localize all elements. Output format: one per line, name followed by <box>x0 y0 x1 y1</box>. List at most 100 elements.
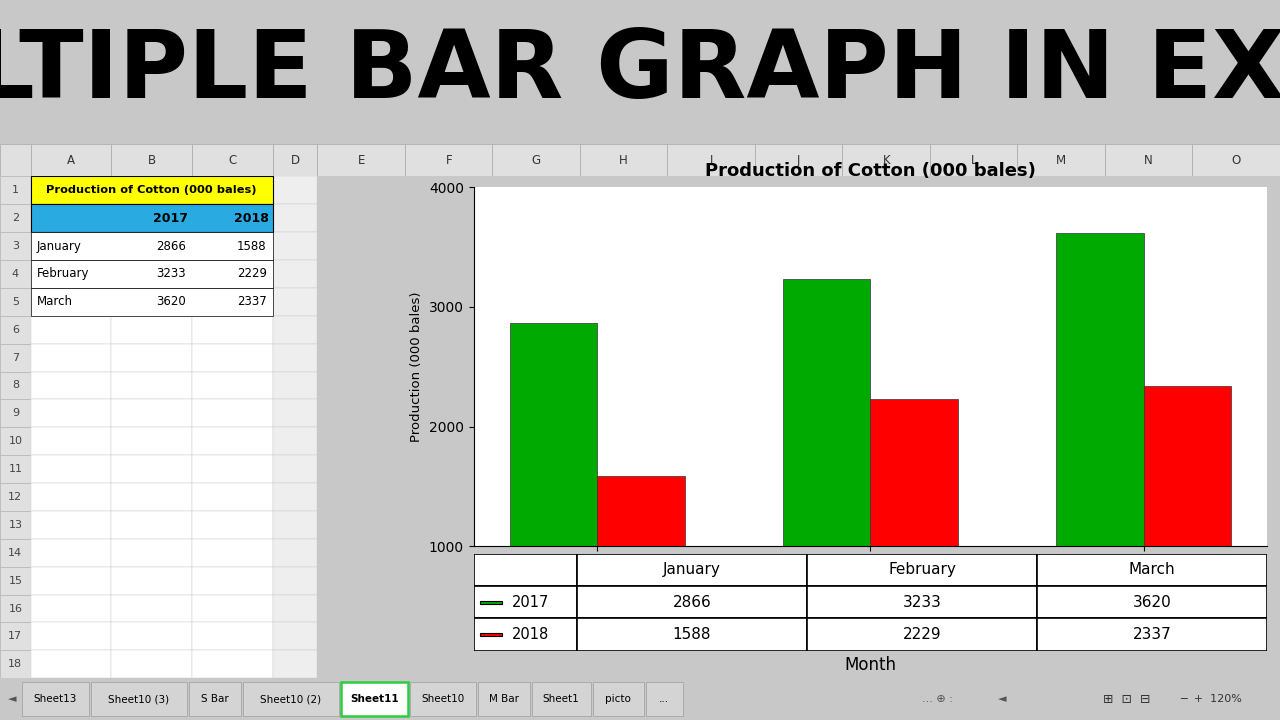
Bar <box>0 455 31 483</box>
Bar <box>0 427 31 455</box>
Text: 2866: 2866 <box>672 595 712 610</box>
Text: Sheet11: Sheet11 <box>349 694 398 704</box>
Bar <box>0 650 31 678</box>
Bar <box>474 586 577 618</box>
Bar <box>31 483 111 511</box>
Bar <box>577 554 806 586</box>
Text: ◄: ◄ <box>998 694 1007 704</box>
Text: O: O <box>1231 153 1240 167</box>
Bar <box>273 232 317 260</box>
Text: B: B <box>147 153 156 167</box>
Bar <box>273 343 317 372</box>
Text: 3233: 3233 <box>902 595 941 610</box>
Bar <box>111 539 192 567</box>
Text: 11: 11 <box>9 464 22 474</box>
Text: ⊞  ⊡  ⊟: ⊞ ⊡ ⊟ <box>1102 693 1151 706</box>
Bar <box>273 511 317 539</box>
Bar <box>0 595 31 623</box>
Bar <box>0 260 31 288</box>
Bar <box>111 455 192 483</box>
Bar <box>111 232 192 260</box>
Bar <box>111 316 192 343</box>
Text: M: M <box>1056 153 1066 167</box>
Bar <box>192 623 273 650</box>
Text: 1588: 1588 <box>237 240 266 253</box>
Bar <box>531 683 590 716</box>
Bar <box>474 618 577 651</box>
Bar <box>273 288 317 316</box>
Bar <box>189 683 241 716</box>
Bar <box>192 567 273 595</box>
Bar <box>31 343 111 372</box>
Text: 13: 13 <box>9 520 22 530</box>
Text: 16: 16 <box>9 603 22 613</box>
Bar <box>31 232 111 260</box>
Bar <box>192 204 273 232</box>
Text: 5: 5 <box>12 297 19 307</box>
Bar <box>474 554 577 586</box>
Bar <box>192 539 273 567</box>
Bar <box>0 204 31 232</box>
Bar <box>477 683 530 716</box>
Text: C: C <box>228 153 237 167</box>
Text: 8: 8 <box>12 380 19 390</box>
Bar <box>317 144 404 176</box>
Bar <box>273 539 317 567</box>
Text: 9: 9 <box>12 408 19 418</box>
Bar <box>273 595 317 623</box>
Bar <box>0 400 31 427</box>
Bar <box>273 144 317 176</box>
Text: 15: 15 <box>9 576 22 585</box>
Text: D: D <box>291 153 300 167</box>
Text: ◄: ◄ <box>8 694 17 704</box>
Bar <box>31 650 111 678</box>
Text: 2866: 2866 <box>156 240 186 253</box>
Bar <box>31 427 111 455</box>
Bar <box>1018 144 1105 176</box>
Text: 3620: 3620 <box>1133 595 1171 610</box>
Text: G: G <box>531 153 540 167</box>
Text: 3: 3 <box>12 241 19 251</box>
Title: Production of Cotton (000 bales): Production of Cotton (000 bales) <box>705 162 1036 180</box>
Bar <box>192 288 273 316</box>
Text: 4: 4 <box>12 269 19 279</box>
Bar <box>31 176 111 204</box>
Bar <box>806 586 1037 618</box>
Text: 1588: 1588 <box>672 627 712 642</box>
Text: ...: ... <box>659 694 669 704</box>
Bar <box>1105 144 1193 176</box>
Text: 17: 17 <box>8 631 23 642</box>
Bar <box>480 601 502 603</box>
Bar <box>111 204 192 232</box>
Bar <box>1193 144 1280 176</box>
Bar <box>111 483 192 511</box>
Text: H: H <box>620 153 628 167</box>
Bar <box>31 176 273 204</box>
Text: February: February <box>888 562 956 577</box>
Text: ─  +  120%: ─ + 120% <box>1180 694 1242 704</box>
Bar <box>273 400 317 427</box>
Bar <box>273 260 317 288</box>
Text: Sheet1: Sheet1 <box>543 694 580 704</box>
Bar <box>111 427 192 455</box>
Text: January: January <box>37 240 82 253</box>
Text: N: N <box>1144 153 1153 167</box>
Bar <box>410 683 476 716</box>
Bar <box>31 260 111 288</box>
Bar <box>273 372 317 400</box>
Bar <box>493 144 580 176</box>
Bar <box>1056 233 1143 666</box>
Bar <box>480 634 502 636</box>
Bar <box>273 176 317 204</box>
Text: S Bar: S Bar <box>201 694 229 704</box>
Bar <box>192 176 273 204</box>
Text: 6: 6 <box>12 325 19 335</box>
Bar <box>273 455 317 483</box>
Bar <box>111 623 192 650</box>
Bar <box>0 316 31 343</box>
Bar <box>111 372 192 400</box>
Bar <box>870 400 957 666</box>
Bar <box>1037 586 1267 618</box>
Bar <box>1037 554 1267 586</box>
Bar <box>646 683 682 716</box>
